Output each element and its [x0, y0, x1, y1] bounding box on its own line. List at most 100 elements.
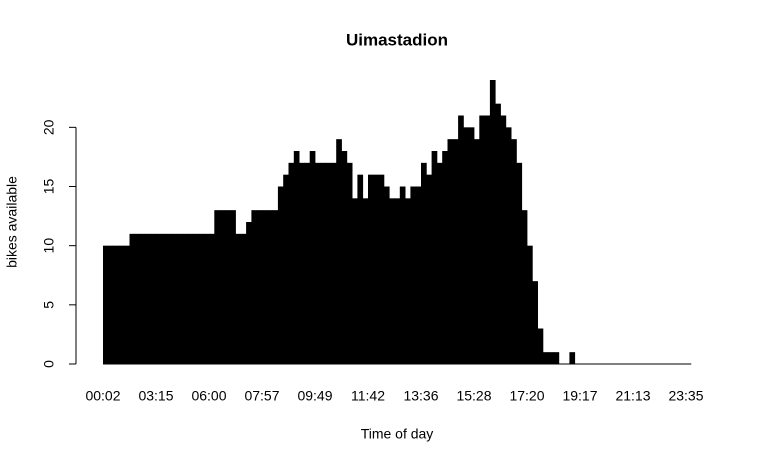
bar: [293, 151, 300, 364]
bar: [426, 174, 432, 364]
bar: [357, 174, 364, 364]
bar: [262, 210, 268, 364]
x-axis-title: Time of day: [361, 426, 434, 442]
bar: [187, 233, 194, 364]
bar: [171, 233, 178, 364]
bar: [505, 127, 512, 364]
x-tick-label: 07:57: [244, 388, 279, 404]
y-tick-label: 10: [41, 238, 57, 254]
bar: [283, 174, 289, 364]
bar: [383, 186, 390, 364]
bar: [569, 352, 576, 364]
bar: [118, 245, 125, 364]
bar: [389, 198, 395, 364]
x-tick-label: 15:28: [456, 388, 491, 404]
bar: [134, 233, 141, 364]
bar: [442, 151, 448, 364]
bar: [161, 233, 167, 364]
bar: [235, 233, 242, 364]
bar: [463, 127, 470, 364]
bar: [368, 174, 374, 364]
bar: [198, 233, 205, 364]
x-tick-label: 00:02: [85, 388, 120, 404]
bar: [246, 222, 252, 364]
bar: [352, 198, 358, 364]
bar: [553, 352, 560, 364]
bar: [436, 162, 443, 364]
bar: [373, 174, 379, 364]
bar: [251, 210, 258, 364]
bar: [124, 245, 130, 364]
bar: [129, 233, 136, 364]
bar: [527, 245, 533, 364]
y-axis-title: bikes available: [4, 176, 20, 268]
bar: [410, 186, 417, 364]
bar: [209, 233, 215, 364]
y-tick-label: 0: [41, 360, 57, 368]
bar: [495, 103, 501, 365]
bar: [346, 162, 353, 364]
bar: [166, 233, 173, 364]
bar: [224, 210, 231, 364]
bar: [304, 162, 311, 364]
y-tick-label: 15: [41, 179, 57, 195]
bar: [315, 162, 321, 364]
bar: [484, 115, 491, 364]
bar: [548, 352, 554, 364]
bar: [277, 186, 284, 364]
bar: [267, 210, 273, 364]
bar: [489, 80, 496, 364]
bar: [214, 210, 220, 364]
bar: [299, 162, 305, 364]
x-tick-label: 23:35: [668, 388, 703, 404]
bar: [542, 352, 549, 364]
y-tick-label: 20: [41, 119, 57, 135]
bar: [203, 233, 210, 364]
x-tick-label: 19:17: [562, 388, 597, 404]
x-tick-label: 13:36: [403, 388, 438, 404]
bar: [182, 233, 189, 364]
bar: [415, 186, 422, 364]
y-tick-label: 5: [41, 301, 57, 309]
bar: [532, 281, 538, 364]
bar: [452, 139, 459, 364]
bar: [256, 210, 263, 364]
bar: [468, 127, 475, 364]
bar: [230, 210, 236, 364]
bar: [156, 233, 162, 364]
bar: [219, 210, 226, 364]
bar: [113, 245, 120, 364]
x-tick-label: 09:49: [297, 388, 332, 404]
bar: [320, 162, 326, 364]
bar: [516, 162, 523, 364]
bar: [394, 198, 401, 364]
bar: [309, 151, 316, 364]
bar: [458, 115, 464, 364]
x-tick-label: 17:20: [509, 388, 544, 404]
bar: [325, 162, 332, 364]
chart-title: Uimastadion: [346, 30, 448, 49]
bar: [177, 233, 183, 364]
bar: [521, 210, 528, 364]
bar: [193, 233, 199, 364]
x-tick-label: 06:00: [191, 388, 226, 404]
bar: [421, 162, 427, 364]
x-tick-label: 21:13: [615, 388, 650, 404]
bar: [537, 328, 544, 364]
x-tick-label: 11:42: [351, 388, 385, 404]
bar: [431, 151, 438, 364]
bar: [150, 233, 157, 364]
x-tick-label: 03:15: [138, 388, 173, 404]
bar: [145, 233, 152, 364]
bar: [288, 162, 295, 364]
bar: [378, 174, 385, 364]
bar: [479, 115, 485, 364]
bar: [330, 162, 337, 364]
bar: [511, 139, 517, 364]
bar: [447, 139, 454, 364]
bar: [336, 139, 342, 364]
bar: [140, 233, 146, 364]
bar: [474, 139, 480, 364]
